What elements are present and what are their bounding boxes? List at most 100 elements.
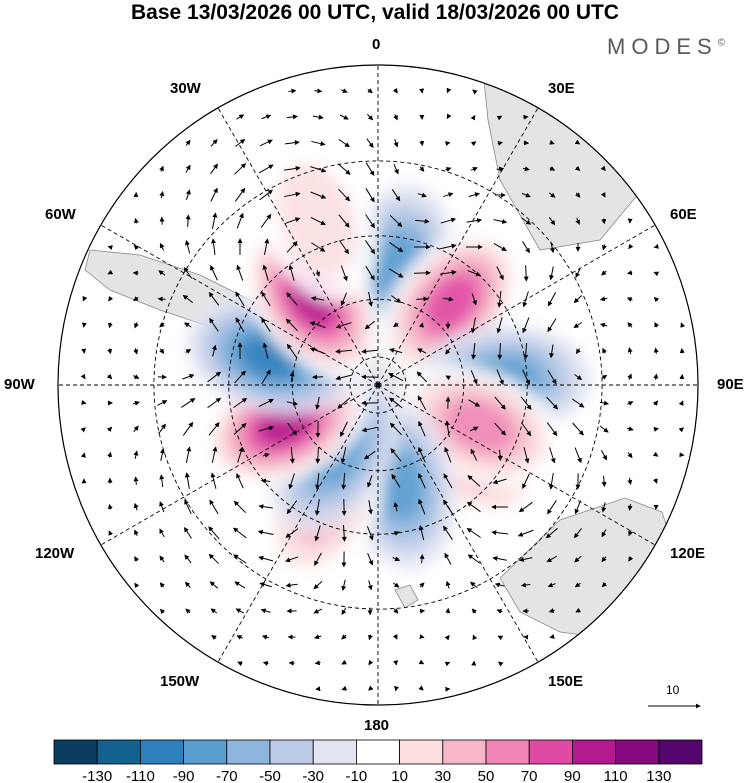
wind-arrow — [363, 450, 376, 460]
lon-label-120e: 120E — [670, 545, 706, 562]
wind-arrow — [211, 212, 218, 229]
lon-label-30w: 30W — [170, 80, 201, 97]
wind-arrow — [418, 472, 426, 489]
wind-arrow — [185, 164, 191, 173]
wind-arrow — [236, 212, 244, 229]
wind-arrow — [521, 192, 531, 198]
wind-arrow — [652, 400, 659, 406]
wind-arrow — [547, 582, 556, 588]
colorbar-cell — [355, 739, 400, 765]
wind-arrow — [443, 473, 453, 489]
wind-arrow — [158, 270, 166, 276]
wind-arrow — [445, 167, 452, 172]
wind-arrow — [262, 264, 269, 281]
wind-arrow — [491, 530, 509, 536]
wind-arrow — [288, 473, 295, 490]
wind-arrow — [261, 114, 272, 120]
lon-label-60e: 60E — [670, 206, 697, 223]
wind-arrow — [184, 526, 192, 539]
wind-arrow — [419, 553, 425, 564]
wind-arrow — [208, 422, 220, 436]
wind-arrow — [392, 556, 401, 562]
wind-arrow — [210, 264, 218, 281]
wind-arrow — [601, 581, 607, 588]
lon-label-180: 180 — [364, 717, 390, 734]
wind-arrow — [679, 348, 685, 354]
wind-arrow — [233, 397, 248, 409]
wind-arrow — [574, 374, 583, 381]
wind-arrow — [133, 502, 139, 511]
wind-arrow — [628, 530, 633, 537]
wind-arrow — [310, 217, 326, 225]
wind-arrow — [210, 163, 218, 175]
colorbar-tick-label: 50 — [478, 768, 495, 783]
wind-arrow — [232, 527, 247, 539]
wind-arrow — [393, 164, 399, 175]
wind-arrow — [549, 241, 555, 254]
wind-arrow — [340, 265, 348, 282]
wind-arrow — [466, 218, 483, 223]
wind-arrow — [80, 373, 86, 380]
wind-arrow — [260, 213, 272, 228]
wind-arrow — [159, 501, 165, 513]
wind-arrow — [627, 322, 633, 328]
wind-arrow — [182, 294, 193, 304]
wind-arrow — [159, 242, 165, 251]
wind-arrow — [235, 291, 245, 307]
wind-arrow — [258, 425, 275, 432]
wind-arrow — [366, 475, 373, 488]
lon-label-150e: 150E — [548, 673, 584, 690]
wind-arrow — [600, 165, 606, 172]
wind-arrow — [549, 447, 556, 464]
colorbar-tick-label: -50 — [259, 768, 281, 783]
wind-arrow — [547, 292, 557, 307]
wind-arrow — [391, 473, 401, 488]
wind-arrow — [627, 373, 632, 381]
wind-arrow — [366, 138, 374, 149]
wind-arrow — [237, 446, 244, 463]
wind-arrow — [469, 426, 479, 432]
wind-arrow — [315, 396, 321, 410]
wind-arrow — [518, 501, 533, 513]
wind-arrow — [80, 427, 86, 433]
wind-arrow — [444, 552, 452, 565]
wind-arrow — [235, 139, 246, 147]
wind-arrow — [419, 166, 425, 172]
wind-arrow — [418, 685, 424, 691]
wind-arrow — [365, 214, 375, 229]
wind-arrow — [443, 525, 453, 540]
wind-arrow — [443, 296, 454, 302]
wind-arrow — [107, 269, 114, 275]
wind-arrow — [545, 527, 558, 539]
wind-arrow — [466, 528, 481, 538]
wind-arrow — [159, 448, 165, 462]
wind-arrow — [496, 166, 505, 172]
wind-arrow — [185, 446, 192, 463]
wind-arrow — [523, 342, 529, 360]
wind-arrow — [418, 322, 424, 328]
wind-arrow — [627, 503, 633, 511]
wind-arrow — [444, 634, 450, 641]
wind-arrow — [340, 88, 348, 94]
wind-arrow — [601, 375, 608, 380]
wind-arrow — [234, 163, 247, 175]
wind-arrow — [571, 398, 585, 408]
wind-arrow — [107, 245, 113, 251]
wind-arrow — [208, 553, 220, 564]
wind-arrow — [309, 347, 326, 355]
wind-arrow — [601, 529, 607, 538]
wind-arrow — [392, 634, 398, 640]
wind-arrow — [388, 268, 404, 278]
wind-arrow — [261, 291, 271, 307]
wind-arrow — [389, 348, 403, 354]
wind-arrow — [471, 342, 477, 360]
map-title: Base 13/03/2026 00 UTC, valid 18/03/2026… — [131, 1, 619, 24]
wind-arrow — [106, 426, 113, 433]
colorbar-cell — [183, 739, 228, 765]
wind-arrow — [365, 162, 375, 177]
wind-arrow — [368, 659, 374, 666]
wind-arrow — [493, 243, 507, 251]
wind-arrow — [234, 370, 246, 384]
wind-arrow — [467, 554, 480, 564]
wind-arrow — [337, 397, 351, 409]
